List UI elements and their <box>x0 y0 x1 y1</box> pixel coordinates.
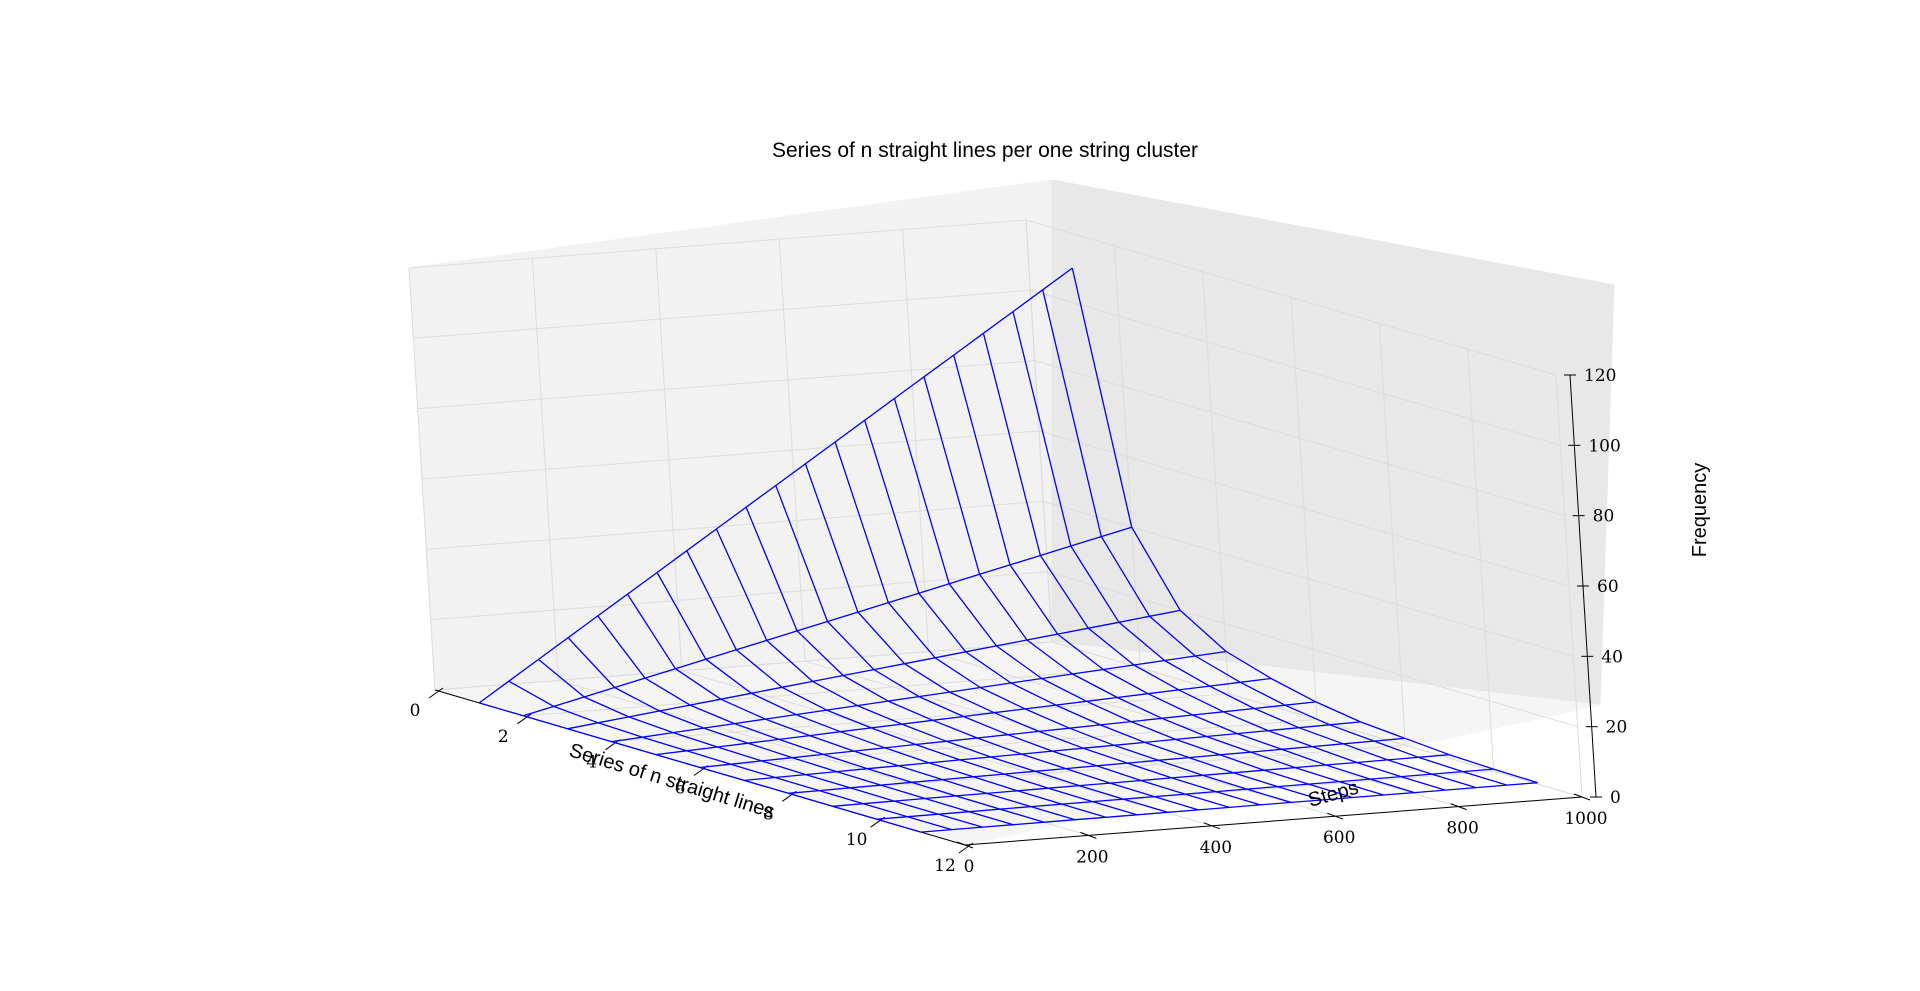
x-tick-label: 8 <box>763 804 774 824</box>
z-tick-label: 40 <box>1601 647 1623 667</box>
wire-line-step-850 <box>982 333 1446 791</box>
wire-line-step-900 <box>1012 311 1477 789</box>
wire-line-step-300 <box>656 572 1107 818</box>
y-tick-mark <box>1203 822 1220 830</box>
y-tick-label: 600 <box>1323 828 1355 848</box>
wire-line-step-150 <box>567 637 1014 826</box>
grid-line-floor-y <box>681 670 1212 827</box>
wire-line-step-200 <box>597 615 1045 823</box>
grid-lines <box>408 219 1583 846</box>
y-tick-label: 400 <box>1200 838 1232 858</box>
y-tick-mark <box>1080 831 1097 839</box>
x-tick-label: 0 <box>410 701 421 721</box>
y-tick-label: 200 <box>1076 847 1108 867</box>
wire-line-step-250 <box>626 593 1076 821</box>
x-tick-label: 2 <box>498 727 509 747</box>
wire-line-step-650 <box>864 420 1322 801</box>
y-axis-label: Steps <box>1306 777 1361 812</box>
x-tick-label: 12 <box>934 856 956 876</box>
wire-line-step-400 <box>715 528 1168 813</box>
y-tick-mark <box>956 841 974 849</box>
grid-line-z <box>421 430 1570 587</box>
y-tick-mark <box>1573 793 1591 801</box>
grid-line-z <box>408 219 1557 376</box>
wire-line-step-450 <box>745 506 1199 811</box>
z-tick-label: 120 <box>1584 366 1616 386</box>
y-tick-mark <box>1327 812 1344 820</box>
x-tick-mark <box>428 687 444 699</box>
x-tick-mark <box>958 842 974 854</box>
y-tick-mark <box>1450 803 1467 811</box>
x-tick-mark <box>517 713 532 725</box>
wire-line-step-700 <box>893 398 1353 799</box>
back-right-pane <box>1051 179 1615 706</box>
grid-line-floor-y <box>928 651 1459 808</box>
wire-line-step-0 <box>479 702 921 833</box>
wire-line-step-50 <box>508 680 952 831</box>
wireframe <box>478 267 1538 833</box>
y-axis-line <box>964 796 1583 846</box>
wire-line-step-550 <box>804 463 1261 806</box>
x-tick-label: 10 <box>846 830 868 850</box>
grid-line-floor-x <box>699 719 1318 768</box>
wire-line-step-950 <box>1042 289 1508 786</box>
chart-title: Series of n straight lines per one strin… <box>772 139 1198 162</box>
grid-line-z <box>413 289 1561 446</box>
wire-line-step-1000 <box>1071 267 1538 784</box>
grid-line-z <box>426 500 1574 657</box>
z-axis-label: Frequency <box>1689 463 1711 558</box>
wire-line-step-600 <box>834 441 1292 804</box>
wire-line-step-100 <box>538 658 983 828</box>
y-tick-label: 1000 <box>1564 809 1607 829</box>
grid-line-z <box>434 641 1583 798</box>
grid-line-floor-x <box>788 744 1406 794</box>
wire-line-step-350 <box>686 550 1137 816</box>
x-tick-label: 4 <box>586 753 597 773</box>
z-tick-label: 60 <box>1597 577 1619 597</box>
y-tick-label: 0 <box>964 857 975 877</box>
z-tick-label: 100 <box>1588 436 1620 456</box>
wire-line-step-750 <box>923 376 1384 796</box>
y-tick-label: 800 <box>1446 819 1478 839</box>
x-tick-label: 6 <box>675 779 686 799</box>
grid-line-floor-y <box>805 660 1336 817</box>
grid-line-z <box>417 360 1565 517</box>
grid-line-z <box>430 571 1578 728</box>
z-tick-label: 0 <box>1610 788 1621 808</box>
z-tick-label: 20 <box>1606 718 1628 738</box>
wire-line-step-800 <box>953 354 1415 794</box>
wire-line-step-500 <box>775 485 1230 809</box>
z-tick-label: 80 <box>1593 507 1615 527</box>
